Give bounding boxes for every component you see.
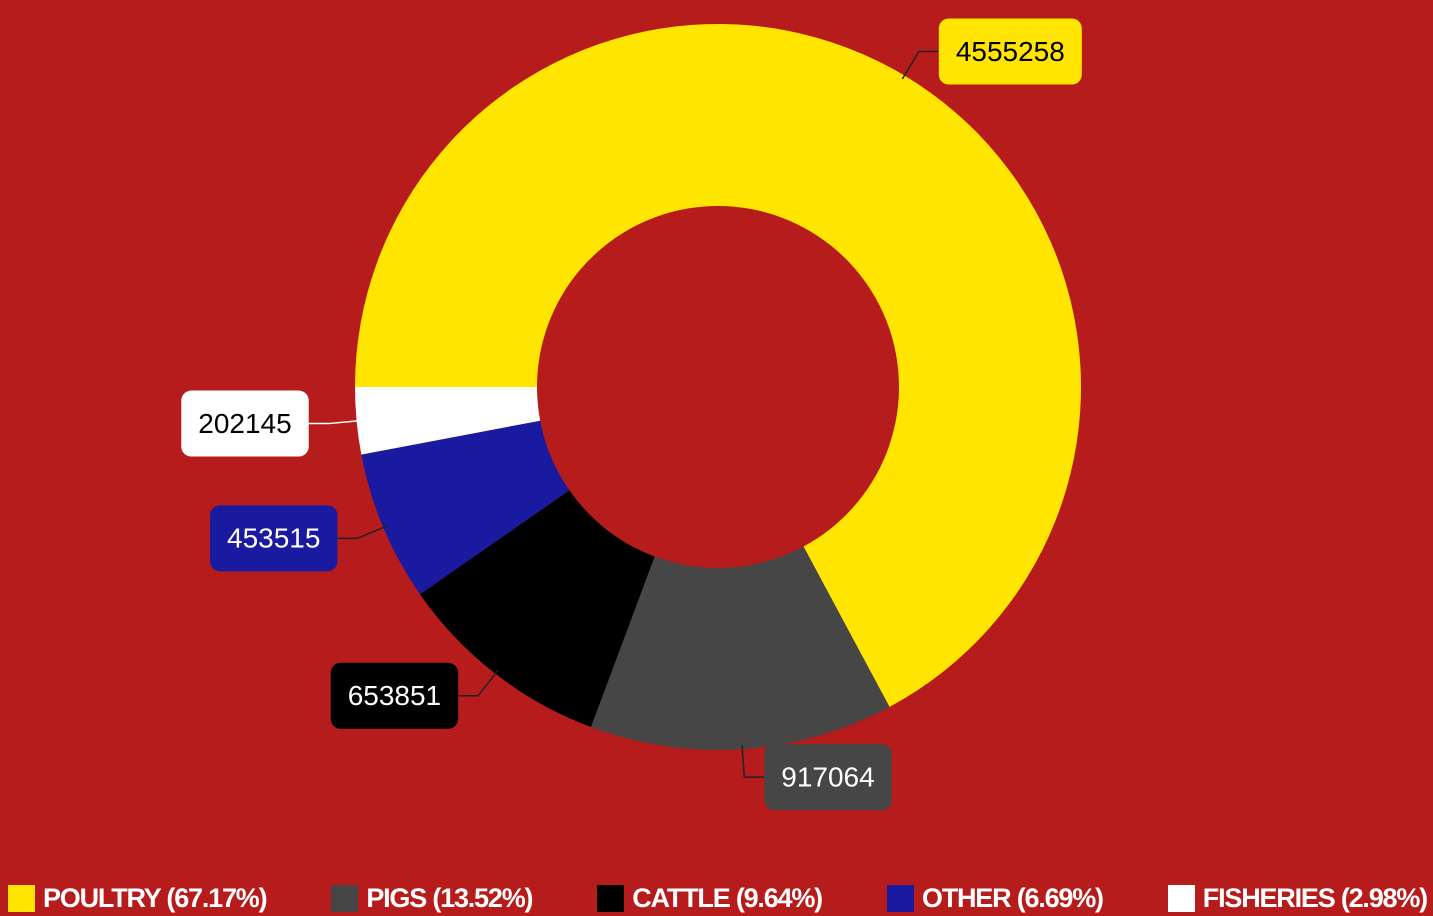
data-label: 453515 — [210, 505, 338, 572]
label-text: 4555258 — [956, 36, 1065, 67]
legend-item: PIGS (13.52%) — [331, 880, 533, 916]
legend-swatch — [331, 884, 359, 912]
label-text: 202145 — [198, 408, 291, 439]
leader-line — [458, 670, 499, 697]
legend-item: POULTRY (67.17%) — [8, 880, 268, 916]
legend-label: POULTRY (67.17%) — [43, 882, 268, 913]
data-label: 653851 — [330, 662, 459, 729]
label-box — [764, 744, 892, 811]
legend-swatch — [8, 884, 35, 912]
data-label: 4555258 — [938, 18, 1082, 85]
data-label: 202145 — [181, 390, 309, 457]
label-text: 453515 — [227, 523, 320, 554]
leader-line — [901, 50, 939, 80]
legend-label: CATTLE (9.64%) — [632, 882, 823, 913]
legend-item: OTHER (6.69%) — [886, 880, 1104, 916]
label-box — [330, 662, 459, 729]
donut-segment — [355, 24, 1081, 707]
donut-segment — [590, 546, 890, 750]
legend-label: FISHERIES (2.98%) — [1202, 882, 1428, 913]
legend-label: PIGS (13.52%) — [366, 882, 533, 913]
legend-item: CATTLE (9.64%) — [597, 880, 823, 916]
legend-swatch — [597, 884, 625, 912]
legend-swatch — [886, 884, 914, 912]
donut-segment — [419, 490, 655, 728]
donut-segment — [361, 420, 570, 595]
label-box — [181, 390, 309, 457]
label-text: 653851 — [348, 680, 441, 711]
legend-item: FISHERIES (2.98%) — [1167, 880, 1428, 916]
legend-label: OTHER (6.69%) — [921, 882, 1104, 913]
legend-swatch — [1167, 884, 1195, 912]
leader-line — [337, 525, 388, 540]
label-box — [210, 505, 338, 572]
legend: POULTRY (67.17%) PIGS (13.52%) CATTLE (9.6… — [0, 880, 1433, 916]
leader-line — [308, 419, 361, 425]
leader-line — [741, 745, 765, 778]
label-text: 917064 — [781, 762, 874, 793]
donut-segment — [355, 387, 541, 455]
chart: 4555258 917064 653851 453515 202145 — [181, 18, 1082, 811]
data-label: 917064 — [764, 744, 892, 811]
label-box — [938, 18, 1082, 85]
